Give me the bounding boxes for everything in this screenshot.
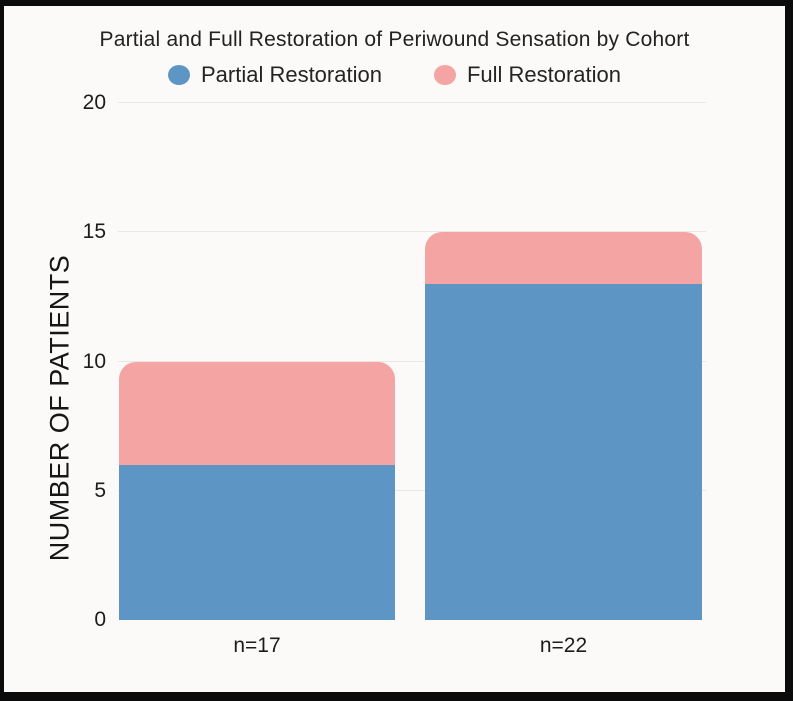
y-tick-label-5: 5	[94, 478, 106, 502]
bar-n=17-partial-segment	[119, 464, 395, 620]
gridline-y5	[118, 489, 706, 491]
x-category-label-n=17: n=17	[233, 634, 281, 657]
legend-item-full-restoration: Full Restoration	[433, 62, 622, 88]
gridline-y15	[118, 231, 706, 233]
legend-label-partial-restoration: Partial Restoration	[200, 62, 382, 87]
gridline-y20	[118, 102, 706, 103]
gridline-y10	[118, 360, 706, 362]
y-tick-label-0: 0	[94, 608, 106, 631]
bar-n=17-full-segment	[119, 361, 395, 465]
legend-swatch-partial-icon	[167, 65, 190, 85]
chart-title: Partial and Full Restoration of Periwoun…	[99, 28, 690, 51]
legend-swatch-full-icon	[433, 65, 456, 85]
legend: Partial Restoration Full Restoration	[4, 62, 785, 88]
bar-n=22-full-segment	[425, 232, 702, 284]
legend-item-partial-restoration: Partial Restoration	[167, 62, 382, 88]
y-tick-label-15: 15	[82, 220, 106, 244]
bar-n=22-partial-segment	[425, 283, 702, 620]
plot-area	[118, 102, 706, 620]
x-category-label-n=22: n=22	[539, 634, 588, 657]
y-axis-title: NUMBER OF PATIENTS	[44, 254, 75, 562]
legend-label-full-restoration: Full Restoration	[466, 62, 622, 87]
y-tick-label-10: 10	[82, 349, 106, 373]
y-tick-label-20: 20	[82, 91, 106, 114]
